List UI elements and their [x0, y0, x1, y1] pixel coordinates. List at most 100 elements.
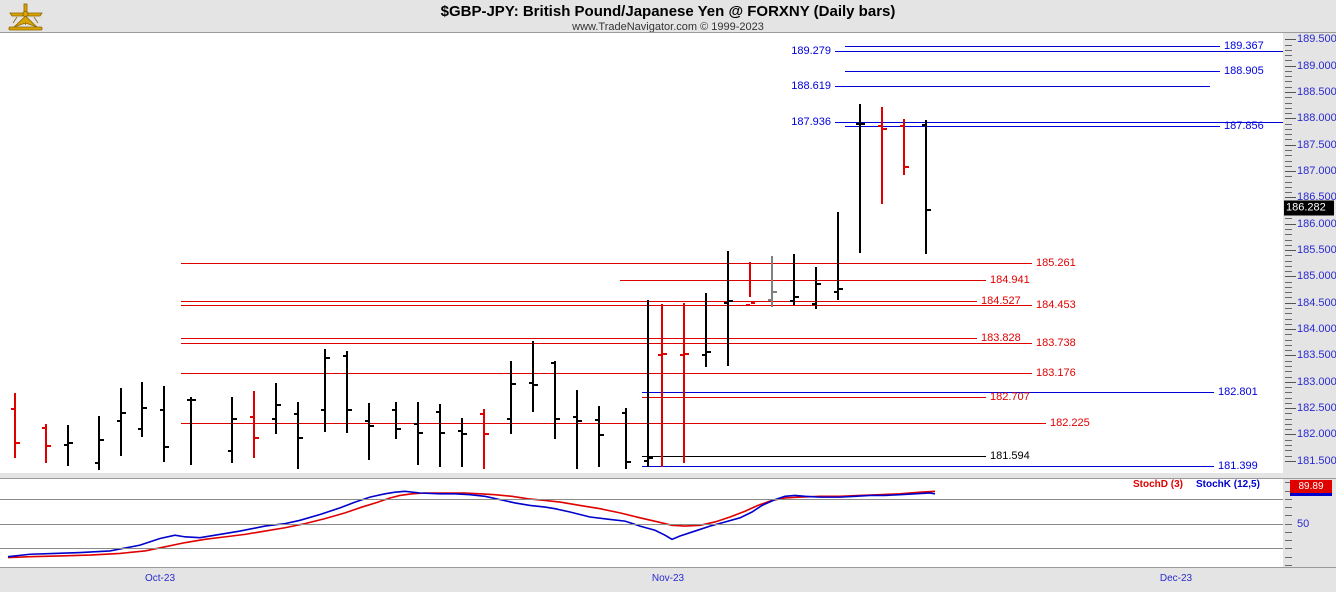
ohlc-bar-stem — [554, 360, 556, 439]
price-axis-minor-tick — [1285, 255, 1292, 257]
price-level-label: 185.261 — [1036, 256, 1076, 269]
price-level-line[interactable] — [181, 372, 1032, 374]
price-axis-minor-tick — [1285, 155, 1292, 157]
ohlc-bar-stem — [705, 293, 707, 368]
price-axis-tick — [1285, 355, 1296, 357]
price-level-line[interactable] — [845, 46, 1220, 48]
ohlc-bar-stem — [190, 396, 192, 466]
price-axis-minor-tick — [1285, 418, 1292, 420]
price-axis-label: 183.500 — [1297, 349, 1336, 362]
price-level-line[interactable] — [835, 121, 1283, 123]
price-axis-minor-tick — [1285, 265, 1292, 267]
ohlc-bar — [834, 33, 843, 474]
ohlc-close-tick — [16, 441, 20, 444]
price-level-label: 187.936 — [791, 115, 831, 128]
ohlc-bar-stem — [439, 403, 441, 468]
price-axis-minor-tick — [1285, 360, 1292, 362]
ohlc-close-tick — [441, 431, 445, 434]
stochastic-gridline — [0, 523, 1283, 525]
price-level-line[interactable] — [835, 50, 1283, 52]
ohlc-bar — [42, 33, 51, 474]
price-level-line[interactable] — [642, 397, 986, 399]
price-level-line[interactable] — [181, 338, 977, 340]
ohlc-open-tick — [900, 124, 904, 127]
price-axis-minor-tick — [1285, 423, 1292, 425]
price-level-line[interactable] — [835, 85, 1210, 87]
price-axis-minor-tick — [1285, 450, 1292, 452]
ohlc-close-tick — [348, 409, 352, 412]
price-axis-label: 189.000 — [1297, 59, 1336, 72]
ohlc-close-tick — [685, 352, 689, 355]
price-level-line[interactable] — [181, 422, 1046, 424]
price-axis-minor-tick — [1285, 365, 1292, 367]
price-axis-minor-tick — [1285, 181, 1292, 183]
price-axis-minor-tick — [1285, 176, 1292, 178]
ohlc-bar — [573, 33, 582, 474]
price-axis-minor-tick — [1285, 271, 1292, 273]
ohlc-bar-stem — [510, 360, 512, 435]
price-level-label: 183.176 — [1036, 366, 1076, 379]
price-level-line[interactable] — [845, 70, 1220, 72]
ohlc-open-tick — [922, 123, 926, 126]
page-title: $GBP-JPY: British Pound/Japanese Yen @ F… — [440, 3, 896, 20]
price-chart-pane[interactable]: 189.367 189.279 188.905 188.619 187.936 187.8… — [0, 32, 1284, 474]
ohlc-bar-stem — [576, 389, 578, 469]
chart-subtitle: www.TradeNavigator.com © 1999-2023 — [572, 21, 764, 33]
ohlc-bar-stem — [163, 386, 165, 462]
date-axis-label: Dec-23 — [1159, 573, 1193, 584]
ohlc-bar-stem — [417, 401, 419, 466]
price-level-label: 181.399 — [1218, 460, 1258, 473]
ohlc-close-tick — [47, 445, 51, 448]
ohlc-bar — [900, 33, 909, 474]
ohlc-bar-stem — [253, 391, 255, 459]
stochastic-gridline — [0, 548, 1283, 550]
ohlc-close-tick — [463, 433, 467, 436]
price-axis-tick — [1285, 171, 1296, 173]
price-axis-tick — [1285, 329, 1296, 331]
price-axis-minor-tick — [1285, 292, 1292, 294]
stochastic-pane[interactable] — [0, 478, 1284, 568]
price-axis-label: 187.000 — [1297, 165, 1336, 178]
ohlc-open-tick — [551, 361, 555, 364]
price-level-line[interactable] — [642, 392, 1214, 394]
ohlc-close-tick — [883, 127, 887, 130]
date-axis[interactable]: Oct-23 Nov-23 Dec-23 — [0, 567, 1336, 592]
ohlc-open-tick — [138, 428, 142, 431]
price-axis[interactable]: 189.500 189.000 188.500 188.000 187.500 187.0… — [1283, 32, 1336, 474]
ohlc-close-tick — [600, 434, 604, 437]
legend-stoch-k[interactable]: StochK (12,5) — [1196, 479, 1260, 490]
price-axis-tick — [1285, 276, 1296, 278]
price-level-line[interactable] — [181, 342, 1032, 344]
price-axis-minor-tick — [1285, 413, 1292, 415]
ohlc-bar-stem — [120, 388, 122, 456]
price-level-line[interactable] — [642, 455, 986, 457]
price-level-line[interactable] — [845, 125, 1220, 127]
price-level-line[interactable] — [620, 279, 986, 281]
ohlc-close-tick — [649, 456, 653, 459]
ohlc-close-tick — [905, 165, 909, 168]
price-level-line[interactable] — [181, 262, 1032, 264]
ohlc-bar-stem — [815, 266, 817, 310]
ohlc-bar — [414, 33, 423, 474]
ohlc-bar-stem — [368, 402, 370, 460]
stochastic-axis-tick — [1285, 515, 1292, 517]
price-level-line[interactable] — [181, 305, 1032, 307]
legend-stoch-d[interactable]: StochD (3) — [1133, 479, 1183, 490]
price-level-line[interactable] — [181, 301, 977, 303]
ohlc-bar-stem — [324, 349, 326, 432]
ohlc-close-tick — [512, 382, 516, 385]
price-axis-minor-tick — [1285, 192, 1292, 194]
date-axis-label: Nov-23 — [651, 573, 685, 584]
ohlc-bar-stem — [925, 120, 927, 255]
ohlc-open-tick — [644, 459, 648, 462]
ohlc-bar — [856, 33, 865, 474]
price-level-line[interactable] — [642, 466, 1214, 468]
ohlc-bar — [365, 33, 374, 474]
price-axis-minor-tick — [1285, 234, 1292, 236]
price-axis-minor-tick — [1285, 81, 1292, 83]
price-axis-minor-tick — [1285, 97, 1292, 99]
price-axis-minor-tick — [1285, 260, 1292, 262]
price-axis-tick — [1285, 302, 1296, 304]
price-axis-minor-tick — [1285, 339, 1292, 341]
ohlc-close-tick — [143, 407, 147, 410]
